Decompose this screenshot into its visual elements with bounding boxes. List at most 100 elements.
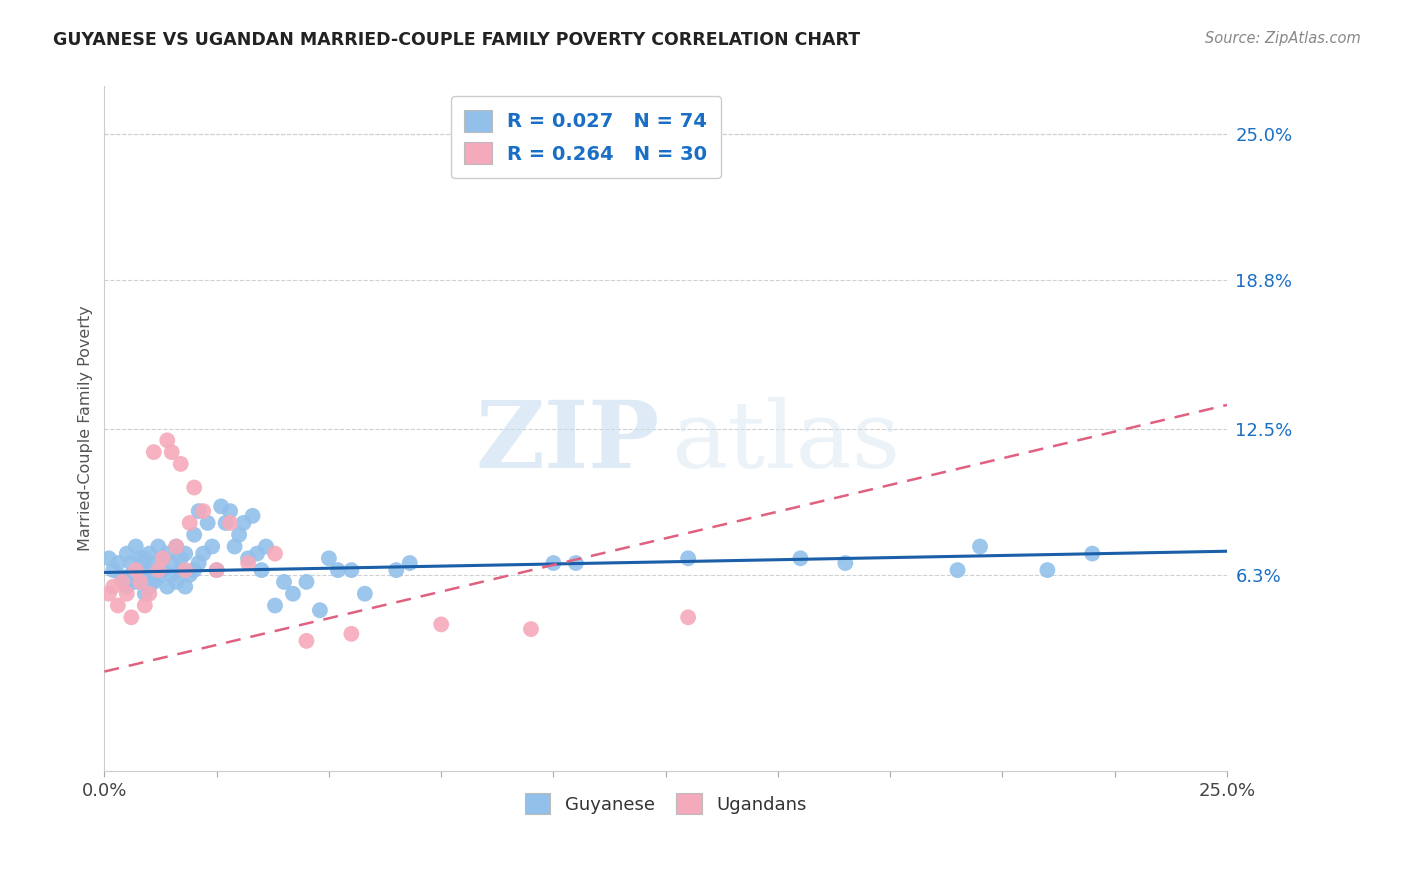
- Point: [170, 563, 193, 577]
- Point: [340, 627, 363, 641]
- Point: [170, 457, 193, 471]
- Point: [236, 556, 259, 570]
- Point: [160, 567, 183, 582]
- Point: [156, 547, 179, 561]
- Point: [134, 587, 156, 601]
- Point: [111, 570, 134, 584]
- Point: [142, 556, 165, 570]
- Point: [543, 556, 565, 570]
- Point: [228, 527, 250, 541]
- Point: [156, 580, 179, 594]
- Point: [250, 563, 273, 577]
- Point: [254, 540, 277, 554]
- Point: [111, 574, 134, 589]
- Point: [1081, 547, 1104, 561]
- Point: [969, 540, 991, 554]
- Point: [120, 556, 142, 570]
- Point: [152, 563, 174, 577]
- Point: [134, 599, 156, 613]
- Point: [834, 556, 856, 570]
- Point: [676, 551, 699, 566]
- Point: [160, 556, 183, 570]
- Point: [115, 587, 138, 601]
- Point: [134, 570, 156, 584]
- Point: [138, 587, 160, 601]
- Point: [224, 540, 246, 554]
- Point: [242, 508, 264, 523]
- Point: [142, 574, 165, 589]
- Point: [318, 551, 340, 566]
- Point: [103, 580, 125, 594]
- Point: [193, 547, 215, 561]
- Point: [398, 556, 420, 570]
- Point: [205, 563, 228, 577]
- Point: [219, 504, 242, 518]
- Point: [187, 504, 209, 518]
- Point: [165, 540, 187, 554]
- Point: [134, 551, 156, 566]
- Point: [97, 551, 120, 566]
- Point: [120, 610, 142, 624]
- Text: ZIP: ZIP: [475, 397, 659, 487]
- Point: [193, 504, 215, 518]
- Point: [219, 516, 242, 530]
- Point: [174, 580, 197, 594]
- Point: [152, 551, 174, 566]
- Point: [676, 610, 699, 624]
- Y-axis label: Married-Couple Family Poverty: Married-Couple Family Poverty: [79, 306, 93, 551]
- Point: [125, 540, 148, 554]
- Point: [264, 547, 287, 561]
- Point: [103, 563, 125, 577]
- Point: [107, 556, 129, 570]
- Point: [107, 599, 129, 613]
- Point: [430, 617, 453, 632]
- Point: [520, 622, 543, 636]
- Point: [115, 547, 138, 561]
- Point: [205, 563, 228, 577]
- Point: [385, 563, 408, 577]
- Point: [152, 551, 174, 566]
- Point: [209, 500, 232, 514]
- Point: [125, 563, 148, 577]
- Point: [138, 547, 160, 561]
- Point: [273, 574, 295, 589]
- Point: [148, 570, 170, 584]
- Point: [340, 563, 363, 577]
- Point: [125, 574, 148, 589]
- Text: Source: ZipAtlas.com: Source: ZipAtlas.com: [1205, 31, 1361, 46]
- Point: [264, 599, 287, 613]
- Point: [142, 445, 165, 459]
- Point: [165, 574, 187, 589]
- Point: [129, 574, 152, 589]
- Point: [201, 540, 224, 554]
- Point: [138, 580, 160, 594]
- Point: [309, 603, 332, 617]
- Point: [281, 587, 304, 601]
- Point: [160, 445, 183, 459]
- Point: [148, 540, 170, 554]
- Point: [97, 587, 120, 601]
- Point: [148, 563, 170, 577]
- Point: [197, 516, 219, 530]
- Text: atlas: atlas: [671, 397, 901, 487]
- Point: [165, 540, 187, 554]
- Point: [156, 434, 179, 448]
- Point: [179, 516, 201, 530]
- Point: [174, 547, 197, 561]
- Point: [246, 547, 269, 561]
- Point: [295, 574, 318, 589]
- Point: [120, 567, 142, 582]
- Point: [183, 481, 205, 495]
- Point: [129, 551, 152, 566]
- Point: [115, 580, 138, 594]
- Point: [789, 551, 811, 566]
- Point: [174, 563, 197, 577]
- Point: [183, 527, 205, 541]
- Point: [214, 516, 236, 530]
- Point: [129, 563, 152, 577]
- Point: [565, 556, 588, 570]
- Point: [232, 516, 254, 530]
- Point: [179, 567, 201, 582]
- Point: [138, 563, 160, 577]
- Point: [183, 563, 205, 577]
